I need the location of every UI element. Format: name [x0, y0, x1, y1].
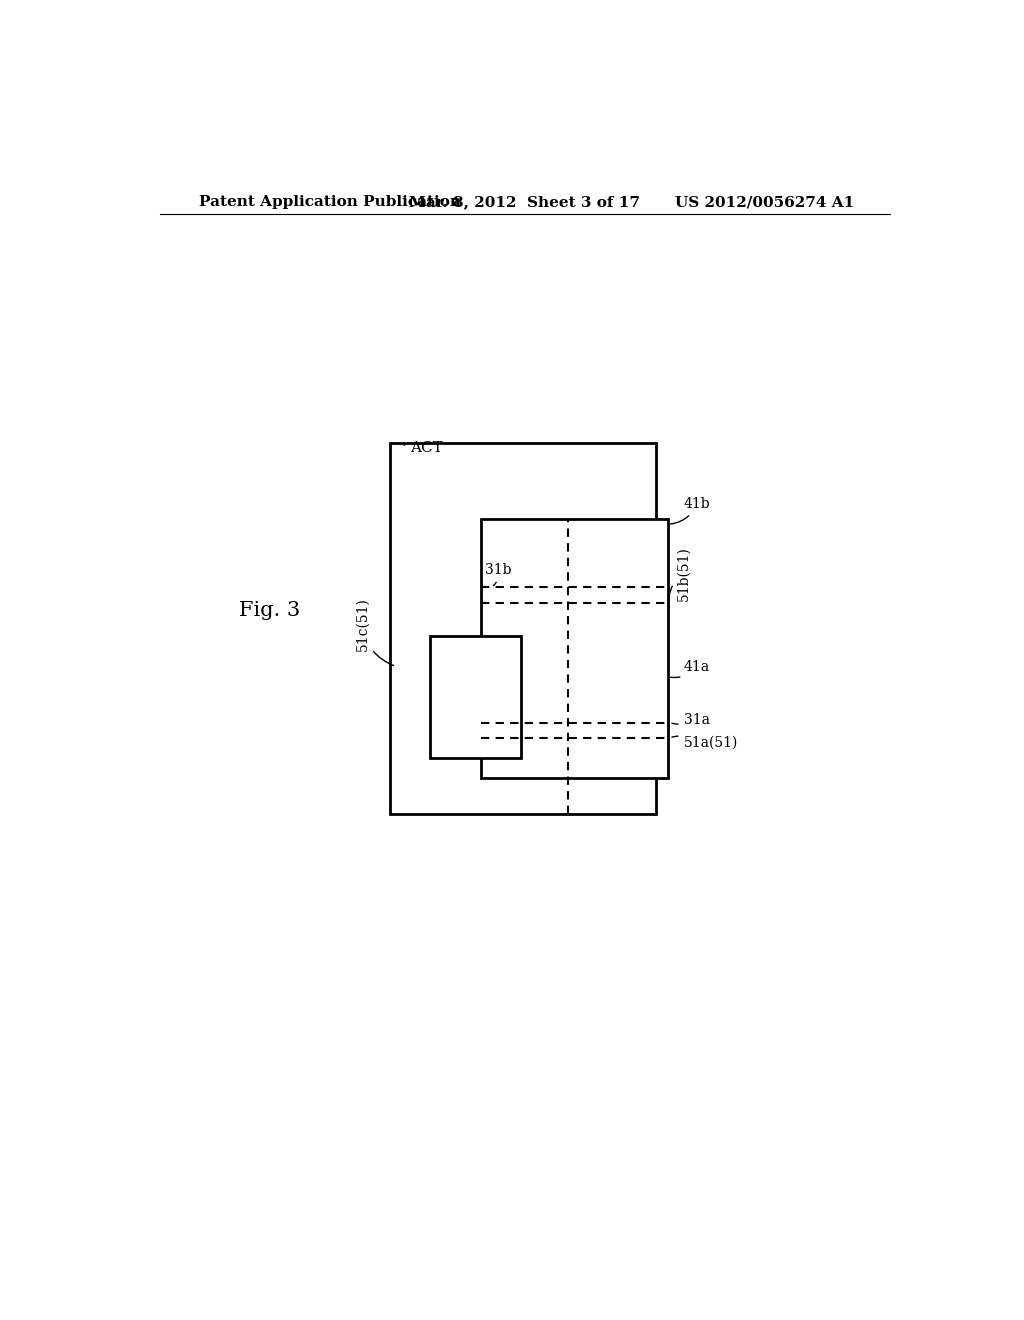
Text: 31b: 31b	[485, 564, 512, 586]
Text: Fig. 3: Fig. 3	[240, 601, 300, 620]
Bar	[481, 519, 668, 779]
Text: US 2012/0056274 A1: US 2012/0056274 A1	[675, 195, 854, 209]
Text: 41b: 41b	[671, 496, 711, 524]
Text: ACT: ACT	[403, 441, 442, 455]
Text: 51b(51): 51b(51)	[669, 545, 690, 609]
Text: 41a: 41a	[671, 660, 710, 677]
Bar	[390, 444, 655, 814]
Bar	[430, 636, 521, 758]
Text: Patent Application Publication: Patent Application Publication	[200, 195, 462, 209]
Text: 51a(51): 51a(51)	[672, 735, 738, 750]
Text: 31a: 31a	[672, 714, 710, 727]
Text: 51c(51): 51c(51)	[355, 598, 393, 665]
Text: Mar. 8, 2012  Sheet 3 of 17: Mar. 8, 2012 Sheet 3 of 17	[410, 195, 640, 209]
